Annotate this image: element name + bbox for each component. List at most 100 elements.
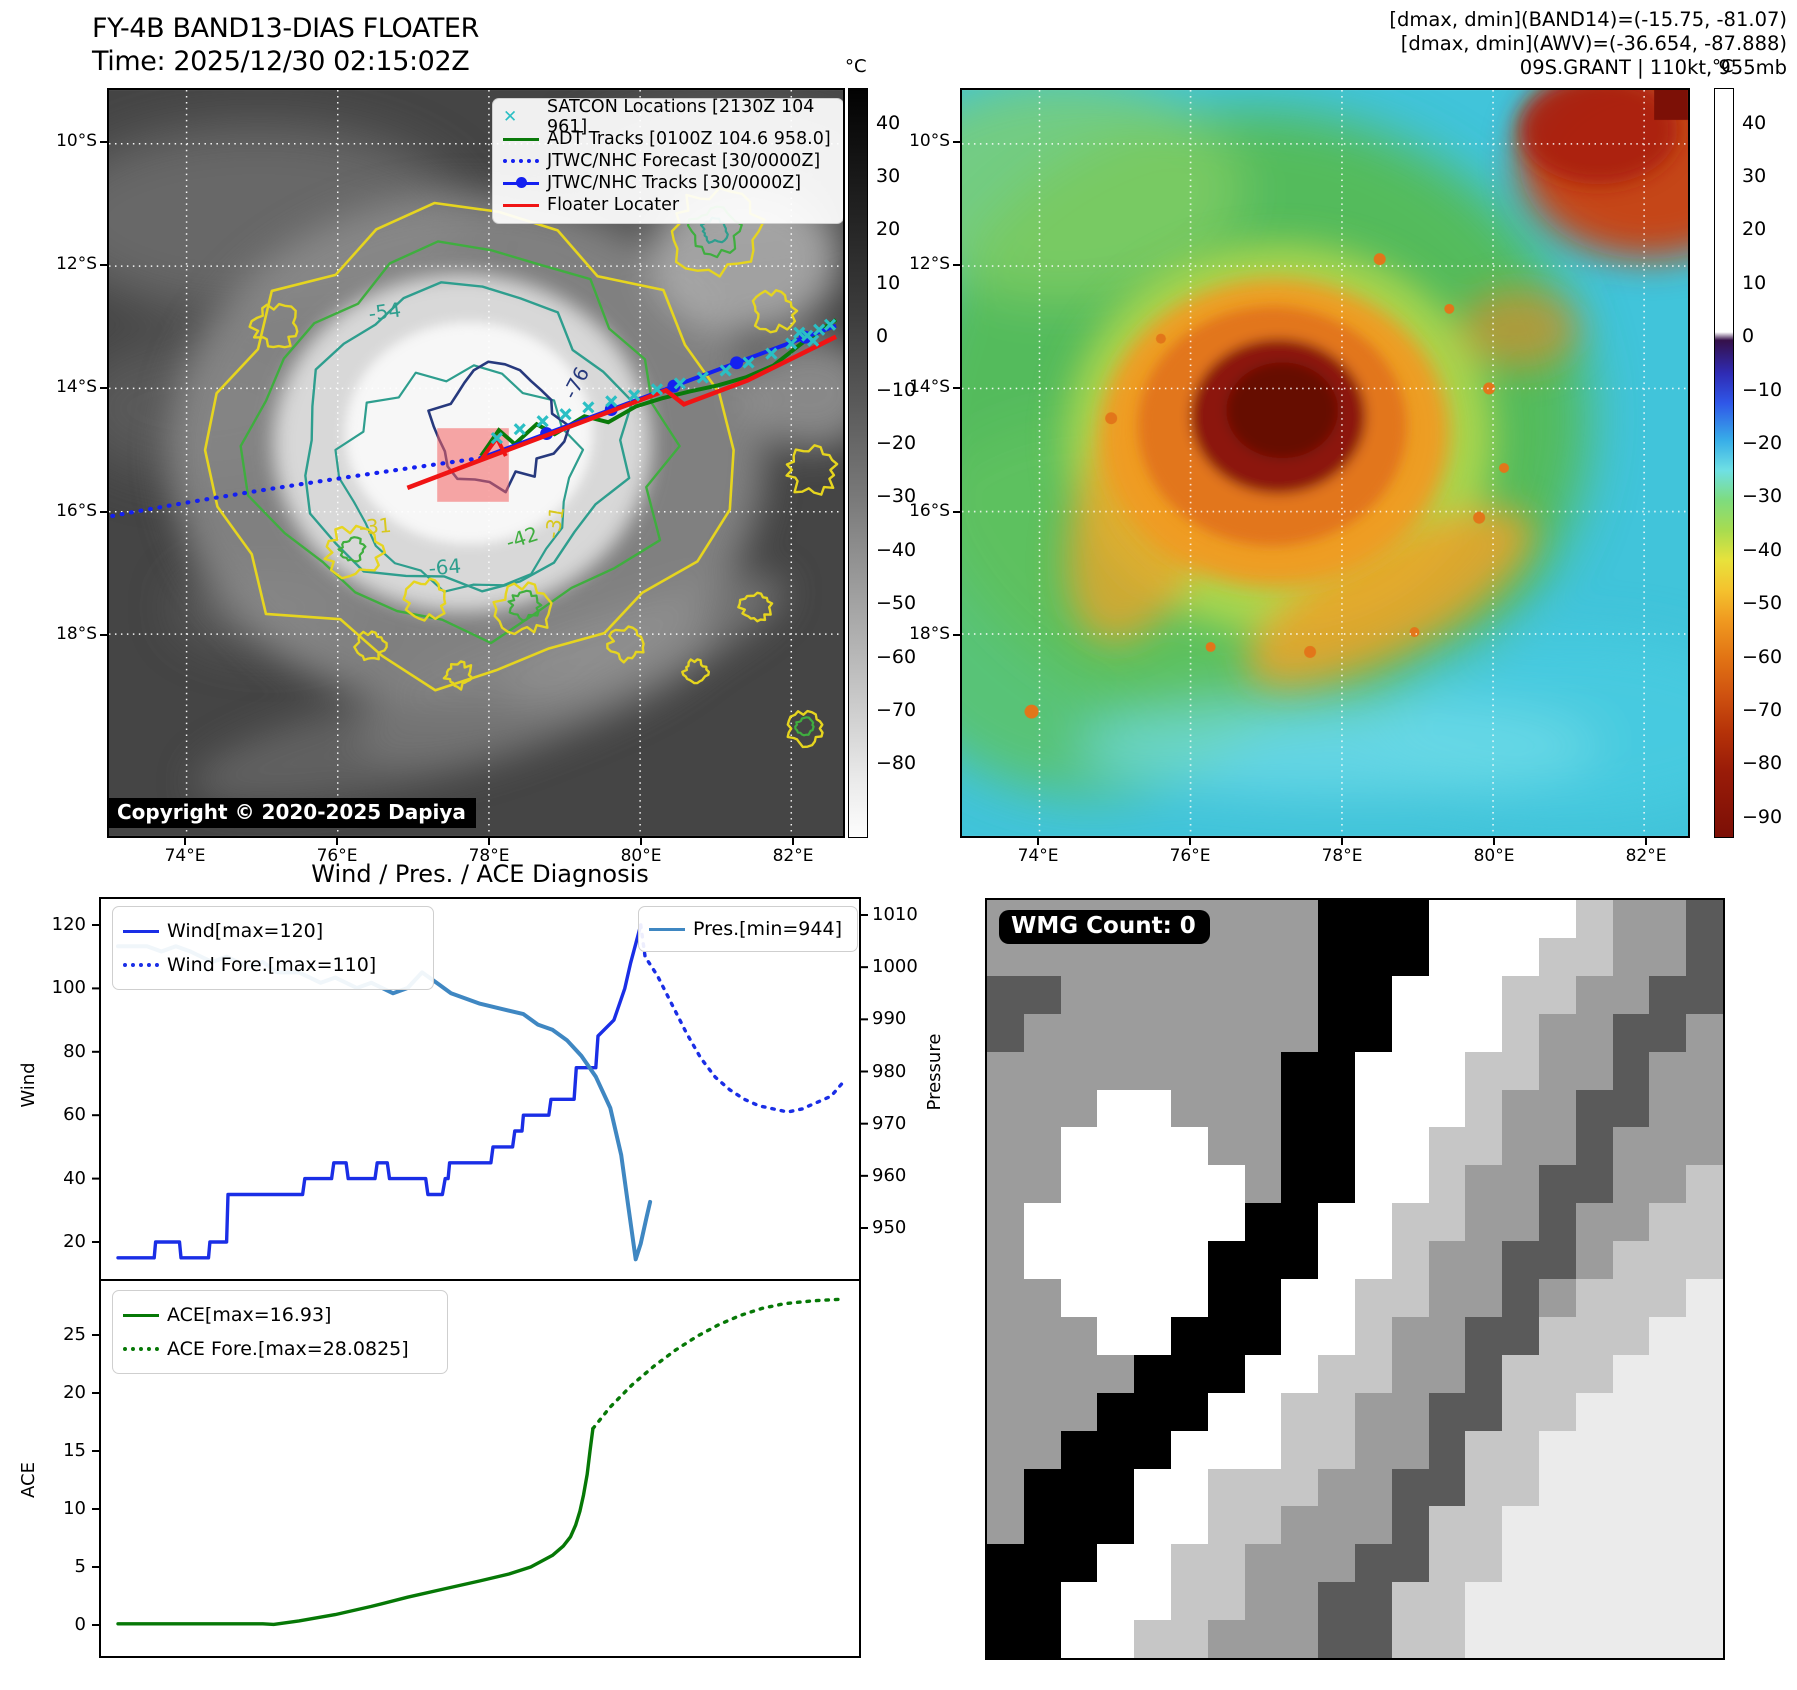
wmg-cell bbox=[1355, 1013, 1393, 1053]
wmg-cell bbox=[1318, 1089, 1356, 1128]
ir-colorbar-tick: 20 bbox=[876, 218, 901, 241]
diagnosis-title: Wind / Pres. / ACE Diagnosis bbox=[311, 860, 649, 888]
wmg-cell bbox=[1575, 1165, 1614, 1204]
wmg-cell bbox=[1318, 1013, 1356, 1053]
wmg-cell bbox=[1171, 1165, 1209, 1204]
pressure-y-tick: 1010 bbox=[872, 904, 918, 925]
awv-x-tick: 78°E bbox=[1321, 846, 1363, 866]
wmg-cell bbox=[1207, 1316, 1246, 1356]
wmg-cell bbox=[1097, 937, 1135, 977]
wmg-cell bbox=[1539, 1203, 1577, 1242]
awv-header-line1: [dmax, dmin](BAND14)=(-15.75, -81.07) bbox=[1389, 8, 1787, 31]
wmg-cell bbox=[1465, 1127, 1503, 1166]
wmg-cell bbox=[1686, 1241, 1724, 1280]
wmg-cell bbox=[1612, 1127, 1650, 1166]
wmg-cell bbox=[1575, 1392, 1614, 1432]
wmg-cell bbox=[1097, 975, 1135, 1015]
pressure-axis-label: Pressure bbox=[924, 1033, 945, 1111]
wmg-cell bbox=[1318, 1316, 1356, 1356]
wmg-cell bbox=[1207, 1468, 1246, 1507]
wmg-cell bbox=[1134, 1544, 1172, 1583]
wmg-cell bbox=[1097, 1506, 1135, 1545]
wmg-cell bbox=[1244, 1316, 1282, 1356]
wmg-cell bbox=[1318, 1430, 1356, 1469]
series-ace-max-16-93- bbox=[116, 1426, 595, 1627]
wmg-cell bbox=[1391, 1165, 1430, 1204]
wmg-cell bbox=[1134, 1430, 1172, 1469]
wmg-cell bbox=[1465, 1506, 1503, 1545]
wmg-cell bbox=[1502, 1430, 1540, 1469]
wmg-cell bbox=[987, 1203, 1025, 1242]
awv-satellite-map bbox=[960, 88, 1690, 838]
legend-marker-dotted bbox=[503, 159, 547, 163]
wind-y-tick: 60 bbox=[63, 1104, 86, 1126]
ir-title-line1: FY-4B BAND13-DIAS FLOATER bbox=[92, 13, 479, 44]
wmg-cell bbox=[1207, 975, 1246, 1015]
legend-marker-solid bbox=[503, 203, 547, 207]
wmg-cell bbox=[1391, 1620, 1430, 1659]
wmg-cell bbox=[1318, 937, 1356, 977]
svg-text:-31: -31 bbox=[358, 514, 392, 540]
wmg-cell bbox=[1207, 1506, 1246, 1545]
wmg-cell bbox=[1428, 937, 1466, 977]
ir-colorbar-tick: −20 bbox=[876, 431, 917, 454]
wmg-cell bbox=[1097, 1165, 1135, 1204]
wmg-cell bbox=[1686, 1013, 1724, 1053]
wmg-cell bbox=[1502, 1354, 1540, 1394]
wmg-cell bbox=[1171, 1430, 1209, 1469]
wmg-cell bbox=[1023, 975, 1062, 1015]
wmg-cell bbox=[1428, 1316, 1466, 1356]
wmg-cell bbox=[1244, 1241, 1282, 1280]
wmg-cell bbox=[1391, 1051, 1430, 1090]
awv-lat-lon-grid bbox=[962, 90, 1688, 836]
wmg-cell bbox=[1686, 1127, 1724, 1166]
wmg-pixel-grid bbox=[987, 900, 1724, 1659]
wmg-cell bbox=[1023, 1506, 1062, 1545]
wmg-cell bbox=[1649, 1430, 1687, 1469]
wmg-cell bbox=[1428, 1392, 1466, 1432]
ir-x-tick: 74°E bbox=[164, 846, 206, 866]
ir-x-tickmark bbox=[640, 838, 642, 845]
legend-label: Pres.[min=944] bbox=[693, 918, 842, 940]
wmg-cell bbox=[1686, 975, 1724, 1015]
wmg-cell bbox=[1318, 1354, 1356, 1394]
wmg-cell bbox=[1539, 1506, 1577, 1545]
wmg-cell bbox=[1281, 1241, 1319, 1280]
wmg-cell bbox=[1465, 1203, 1503, 1242]
wmg-cell bbox=[1502, 900, 1540, 939]
wmg-cell bbox=[1612, 1430, 1650, 1469]
wmg-cell bbox=[1539, 975, 1577, 1015]
wmg-cell bbox=[1391, 1544, 1430, 1583]
wmg-cell bbox=[1391, 1203, 1430, 1242]
wmg-cell bbox=[1060, 1354, 1098, 1394]
wmg-cell bbox=[1649, 1582, 1687, 1621]
wmg-cell bbox=[1060, 937, 1098, 977]
wmg-cell bbox=[1023, 1582, 1062, 1621]
wmg-cell bbox=[1355, 1544, 1393, 1583]
wmg-cell bbox=[1539, 1241, 1577, 1280]
wmg-cell bbox=[1134, 937, 1172, 977]
wmg-cell bbox=[1355, 1354, 1393, 1394]
awv-colorbar-tick: 20 bbox=[1742, 218, 1767, 241]
wmg-cell bbox=[1391, 1013, 1430, 1053]
ir-y-tickmark bbox=[100, 634, 107, 636]
wmg-cell bbox=[1318, 1051, 1356, 1090]
wmg-cell bbox=[1612, 1241, 1650, 1280]
ace-chart-legend: ACE[max=16.93] ACE Fore.[max=28.0825] bbox=[112, 1290, 448, 1374]
wmg-cell bbox=[1575, 1430, 1614, 1469]
wmg-cell bbox=[1023, 1051, 1062, 1090]
copyright-badge: Copyright © 2020-2025 Dapiya bbox=[109, 798, 476, 828]
wmg-cell bbox=[1097, 1203, 1135, 1242]
awv-x-tick: 76°E bbox=[1169, 846, 1211, 866]
wmg-cell bbox=[1391, 900, 1430, 939]
wmg-cell bbox=[1171, 1468, 1209, 1507]
wmg-cell bbox=[1171, 1506, 1209, 1545]
ir-contour-rings bbox=[203, 186, 839, 749]
wmg-cell bbox=[1023, 1354, 1062, 1394]
wmg-cell bbox=[1465, 1354, 1503, 1394]
wmg-cell bbox=[1023, 1013, 1062, 1053]
wmg-cell bbox=[1134, 1051, 1172, 1090]
wmg-cell bbox=[1686, 1051, 1724, 1090]
legend-label: ACE Fore.[max=28.0825] bbox=[167, 1338, 409, 1360]
wmg-cell bbox=[1649, 1620, 1687, 1659]
